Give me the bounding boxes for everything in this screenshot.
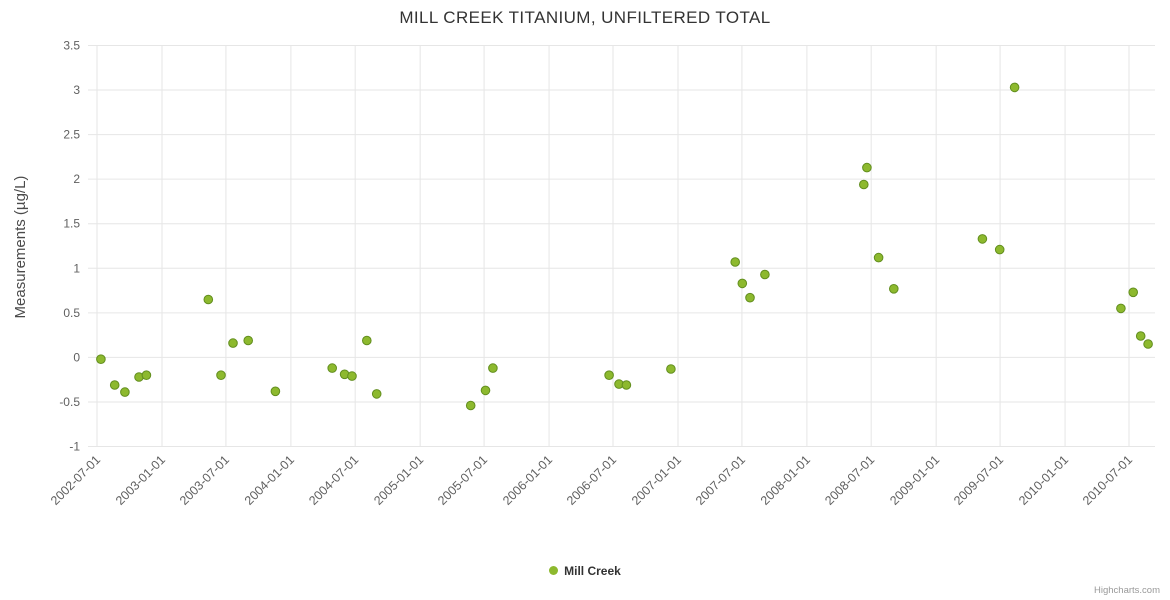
x-tick-label: 2007-01-01: [629, 453, 684, 508]
data-point[interactable]: [621, 380, 632, 390]
chart-title: MILL CREEK TITANIUM, UNFILTERED TOTAL: [399, 8, 771, 27]
x-tick-label: 2003-07-01: [177, 453, 232, 508]
data-point[interactable]: [889, 284, 899, 294]
x-tick-label: 2003-01-01: [113, 453, 168, 508]
y-tick-label: -1: [69, 440, 80, 454]
data-point[interactable]: [109, 380, 120, 390]
x-tick-label: 2007-07-01: [693, 453, 748, 508]
x-tick-label: 2010-07-01: [1080, 453, 1135, 508]
data-point[interactable]: [873, 252, 884, 263]
y-tick-label: 3: [73, 83, 80, 97]
data-point[interactable]: [994, 244, 1005, 255]
legend-item-mill-creek[interactable]: Mill Creek: [549, 564, 621, 578]
data-point[interactable]: [977, 234, 988, 244]
x-tick-label: 2002-07-01: [48, 453, 103, 508]
data-point[interactable]: [1135, 331, 1146, 341]
y-tick-label: 2: [73, 172, 80, 186]
x-tick-label: 2010-01-01: [1016, 453, 1071, 508]
legend-marker-icon: [549, 566, 559, 575]
data-point[interactable]: [1128, 287, 1138, 298]
data-point[interactable]: [862, 162, 872, 173]
data-point[interactable]: [270, 386, 281, 397]
x-tick-label: 2009-07-01: [951, 453, 1006, 508]
data-point[interactable]: [745, 292, 755, 303]
data-point[interactable]: [488, 363, 498, 373]
data-point[interactable]: [666, 364, 676, 374]
data-point[interactable]: [216, 370, 226, 381]
data-point[interactable]: [859, 179, 869, 190]
legend: Mill Creek: [0, 562, 1170, 580]
data-point[interactable]: [604, 370, 614, 381]
data-point[interactable]: [141, 370, 152, 381]
data-point[interactable]: [1009, 82, 1020, 93]
x-tick-label: 2006-01-01: [500, 453, 555, 508]
data-point[interactable]: [730, 257, 741, 267]
data-point[interactable]: [228, 338, 238, 348]
data-point[interactable]: [465, 400, 476, 411]
y-tick-label: 0: [73, 350, 80, 364]
data-point[interactable]: [1143, 339, 1153, 349]
x-tick-label: 2005-07-01: [435, 453, 490, 508]
y-tick-label: 1: [73, 261, 80, 275]
y-tick-label: 3.5: [63, 39, 80, 53]
data-point[interactable]: [203, 294, 214, 305]
x-tick-label: 2009-01-01: [887, 453, 942, 508]
data-point[interactable]: [96, 354, 106, 365]
x-tick-label: 2008-07-01: [822, 453, 877, 508]
x-tick-label: 2006-07-01: [564, 453, 619, 508]
data-point[interactable]: [371, 389, 382, 399]
x-tick-label: 2008-01-01: [758, 453, 813, 508]
data-point[interactable]: [737, 278, 748, 289]
y-tick-label: -0.5: [59, 395, 80, 409]
data-point[interactable]: [327, 363, 338, 373]
data-point[interactable]: [243, 335, 253, 346]
data-point[interactable]: [120, 387, 130, 397]
data-point[interactable]: [347, 371, 357, 381]
x-tick-label: 2005-01-01: [371, 453, 426, 508]
y-tick-label: 0.5: [63, 306, 80, 320]
data-point[interactable]: [362, 335, 372, 346]
y-tick-label: 1.5: [63, 217, 80, 231]
y-tick-label: 2.5: [63, 128, 80, 142]
data-point[interactable]: [1116, 303, 1126, 314]
highcharts-credit[interactable]: Highcharts.com: [1094, 585, 1160, 596]
x-tick-label: 2004-07-01: [306, 453, 361, 508]
data-point[interactable]: [760, 269, 770, 280]
legend-label: Mill Creek: [564, 563, 621, 578]
x-tick-label: 2004-01-01: [242, 453, 297, 508]
data-point[interactable]: [480, 385, 491, 396]
